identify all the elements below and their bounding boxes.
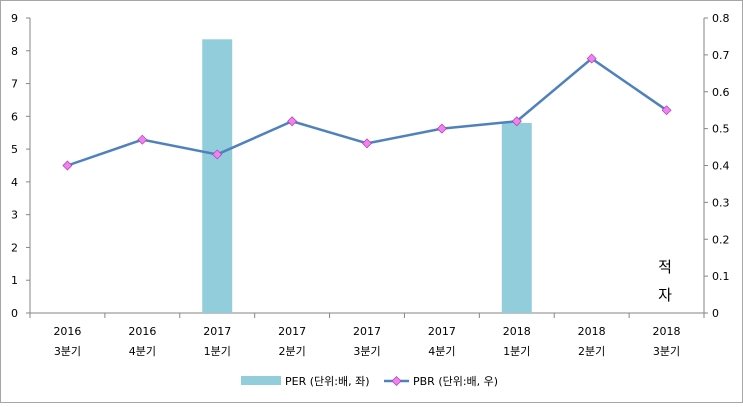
left-tick-label: 8 xyxy=(11,45,18,58)
pbr-point xyxy=(287,116,298,127)
deficit-annotation: 적 자 xyxy=(658,258,672,304)
left-tick-label: 9 xyxy=(11,12,18,25)
left-y-axis: 0 1 2 3 4 5 6 7 8 9 xyxy=(11,12,30,320)
x-category-year: 2018 xyxy=(503,325,531,338)
per-bars xyxy=(202,39,532,314)
x-category-quarter: 3분기 xyxy=(353,345,380,358)
x-category-quarter: 4분기 xyxy=(428,345,455,358)
left-tick-label: 1 xyxy=(11,274,18,287)
pbr-point xyxy=(62,160,73,171)
legend-pbr-label: PBR (단위:배, 우) xyxy=(413,375,498,388)
x-axis: 2016 3분기 2016 4분기 2017 1분기 2017 2분기 2017 3분기 2017 4… xyxy=(29,313,705,358)
right-tick-label: 0.5 xyxy=(712,123,730,136)
right-tick-label: 0.3 xyxy=(712,196,730,209)
x-category-quarter: 2분기 xyxy=(578,345,605,358)
legend-per-label: PER (단위:배, 좌) xyxy=(285,375,370,388)
right-tick-label: 0.2 xyxy=(712,233,730,246)
right-tick-label: 0.6 xyxy=(712,86,730,99)
x-category-year: 2017 xyxy=(353,325,381,338)
x-category-year: 2018 xyxy=(578,325,606,338)
legend-pbr-marker xyxy=(391,376,402,386)
x-category-year: 2017 xyxy=(278,325,306,338)
right-tick-label: 0.7 xyxy=(712,49,730,62)
left-tick-label: 2 xyxy=(11,241,18,254)
pbr-point xyxy=(511,116,522,127)
x-category-quarter: 2분기 xyxy=(278,345,305,358)
pbr-point xyxy=(137,134,148,145)
right-tick-label: 0 xyxy=(712,307,719,320)
x-category-year: 2017 xyxy=(428,325,456,338)
x-category-quarter: 1분기 xyxy=(204,345,231,358)
left-tick-label: 5 xyxy=(11,143,18,156)
legend: PER (단위:배, 좌) PBR (단위:배, 우) xyxy=(241,375,498,388)
x-category-quarter: 1분기 xyxy=(503,345,530,358)
legend-per-swatch xyxy=(241,376,281,385)
left-tick-label: 6 xyxy=(11,110,18,123)
pbr-line-series xyxy=(62,53,672,171)
x-category-year: 2018 xyxy=(653,325,681,338)
x-category-year: 2016 xyxy=(128,325,156,338)
x-category-quarter: 4분기 xyxy=(129,345,156,358)
annotation-line-1: 적 xyxy=(658,258,672,276)
pbr-line xyxy=(67,56,668,167)
right-tick-label: 0.4 xyxy=(712,160,730,173)
right-tick-label: 0.8 xyxy=(712,12,730,25)
right-tick-label: 0.1 xyxy=(712,270,730,283)
left-tick-label: 3 xyxy=(11,209,18,222)
x-category-quarter: 3분기 xyxy=(653,345,680,358)
left-tick-label: 7 xyxy=(11,78,18,91)
right-y-axis: 0 0.1 0.2 0.3 0.4 0.5 0.6 0.7 0.8 xyxy=(704,12,730,320)
per-bar xyxy=(501,122,532,313)
pbr-point xyxy=(212,149,223,160)
plot-area xyxy=(29,18,705,314)
x-category-year: 2016 xyxy=(53,325,81,338)
x-category-year: 2017 xyxy=(203,325,231,338)
left-tick-label: 4 xyxy=(11,176,18,189)
pbr-point xyxy=(661,105,672,116)
pbr-point xyxy=(362,138,372,149)
annotation-line-2: 자 xyxy=(658,286,672,304)
x-category-quarter: 3분기 xyxy=(54,345,81,358)
pbr-point xyxy=(436,123,447,134)
left-tick-label: 0 xyxy=(11,307,18,320)
per-bar xyxy=(202,39,233,314)
pbr-point xyxy=(586,53,597,64)
